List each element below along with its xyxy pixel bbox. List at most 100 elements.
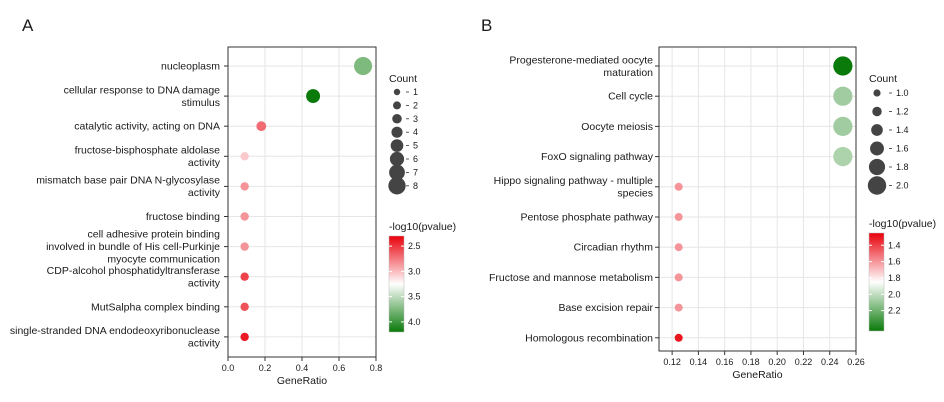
size-legend-title: Count — [389, 73, 417, 85]
category-label: Circadian rhythm — [574, 242, 654, 254]
data-point — [240, 302, 249, 311]
color-legend-label: 2.0 — [888, 289, 901, 299]
category-label: cell adhesive protein binding involved in… — [46, 229, 220, 266]
size-legend-dot — [388, 177, 406, 195]
data-point — [674, 273, 683, 282]
color-legend-label: 1.6 — [888, 257, 901, 267]
data-point — [240, 242, 249, 251]
data-point — [354, 56, 373, 76]
size-legend-label: 1.0 — [896, 88, 909, 98]
category-label: MutSalpha complex binding — [91, 301, 220, 313]
x-tick-label: 0.18 — [742, 357, 760, 367]
size-legend-dot — [867, 176, 887, 195]
size-legend-label: 2 — [413, 100, 418, 110]
size-legend-label: 6 — [413, 154, 418, 164]
color-legend-label: 2.2 — [888, 306, 901, 316]
x-tick-label: 0.0 — [222, 363, 235, 373]
data-point — [833, 116, 853, 136]
category-label: Fructose and mannose metabolism — [489, 272, 653, 284]
data-point — [256, 121, 267, 132]
size-legend-label: 1.6 — [896, 144, 909, 154]
size-legend-dot — [389, 164, 405, 181]
grid — [227, 47, 377, 357]
data-point — [833, 56, 853, 76]
size-legend-dot — [393, 101, 401, 110]
size-legend-dot — [872, 106, 882, 117]
x-tick-label: 0.14 — [690, 357, 708, 367]
size-legend-title: Count — [869, 73, 897, 85]
category-label: nucleoplasm — [161, 61, 220, 73]
data-point — [674, 333, 683, 342]
x-tick-label: 0.20 — [768, 357, 786, 367]
category-label: Homologous recombination — [525, 332, 653, 344]
color-legend-label: 3.5 — [408, 292, 421, 302]
size-legend-label: 1.4 — [896, 125, 909, 135]
category-label: fructose binding — [146, 211, 220, 223]
size-legend-dot — [389, 151, 405, 167]
data-point — [240, 182, 249, 191]
size-legend-label: 4 — [413, 127, 418, 137]
size-legend-label: 7 — [413, 167, 418, 177]
size-legend-dot — [391, 126, 403, 138]
x-tick-label: 0.4 — [296, 363, 309, 373]
data-point — [674, 303, 683, 312]
data-point — [833, 86, 853, 106]
size-legend-label: 8 — [413, 181, 418, 191]
size-legend-dot — [392, 114, 402, 124]
data-point — [674, 243, 683, 252]
color-legend-label: 2.5 — [408, 241, 421, 251]
color-legend-bar — [868, 232, 885, 332]
size-legend-label: 2.0 — [896, 181, 909, 191]
data-point — [306, 89, 321, 104]
color-legend-title: -log10(pvalue) — [869, 218, 936, 230]
color-legend-label: 1.8 — [888, 273, 901, 283]
color-legend-label: 4.0 — [408, 317, 421, 327]
category-label: mismatch base pair DNA N-glycosylase acti… — [36, 175, 221, 200]
category-label: FoxO signaling pathway — [541, 151, 654, 163]
category-label: fructose-bisphosphate aldolase activity — [75, 145, 221, 170]
color-legend-title: -log10(pvalue) — [389, 221, 456, 233]
data-point — [240, 212, 249, 221]
data-point — [240, 272, 249, 281]
x-tick-label: 0.16 — [716, 357, 734, 367]
color-legend-bar — [388, 235, 405, 333]
x-tick-label: 0.2 — [259, 363, 272, 373]
size-legend-label: 1.2 — [896, 107, 909, 117]
x-tick-label: 0.24 — [821, 357, 839, 367]
grid — [659, 47, 857, 351]
panel-label-b: B — [481, 16, 492, 35]
size-legend-dot — [873, 89, 881, 97]
size-legend-dot — [868, 158, 886, 176]
data-point — [240, 332, 249, 342]
size-legend-label: 3 — [413, 114, 418, 124]
panel-b: Progesterone-mediated oocyte maturation Ce… — [489, 46, 936, 381]
x-tick-label: 0.8 — [370, 363, 383, 373]
size-legend-dot — [393, 88, 401, 96]
color-legend-label: 3.0 — [408, 266, 421, 276]
plot-frame — [658, 46, 857, 352]
size-legend-label: 1.8 — [896, 162, 909, 172]
size-legend-dot — [390, 139, 404, 152]
data-point — [240, 152, 249, 161]
data-point — [674, 182, 683, 191]
panel-label-a: A — [22, 16, 34, 35]
x-tick-label: 0.26 — [847, 357, 865, 367]
category-label: single-stranded DNA endodeoxyribonucleas… — [10, 325, 221, 350]
category-label: cellular response to DNA damage stimulus — [64, 84, 221, 109]
category-label: Hippo signaling pathway - multiple specie… — [494, 175, 653, 200]
x-axis-title: GeneRatio — [277, 375, 327, 387]
category-label: Base excision repair — [558, 302, 653, 314]
category-label: Pentose phosphate pathway — [520, 212, 653, 224]
category-label: catalytic activity, acting on DNA — [74, 121, 220, 133]
color-legend-label: 1.4 — [888, 240, 901, 250]
size-legend-dot — [870, 141, 884, 156]
category-label: Progesterone-mediated oocyte maturation — [509, 54, 653, 79]
x-axis-title: GeneRatio — [732, 369, 782, 381]
category-label: Oocyte meiosis — [581, 121, 653, 133]
category-label: Cell cycle — [608, 91, 653, 103]
x-tick-label: 0.12 — [663, 357, 681, 367]
size-legend-dot — [871, 124, 883, 136]
panel-a: nucleoplasm cellular response to DNA dama… — [10, 46, 456, 387]
data-point — [674, 213, 683, 221]
